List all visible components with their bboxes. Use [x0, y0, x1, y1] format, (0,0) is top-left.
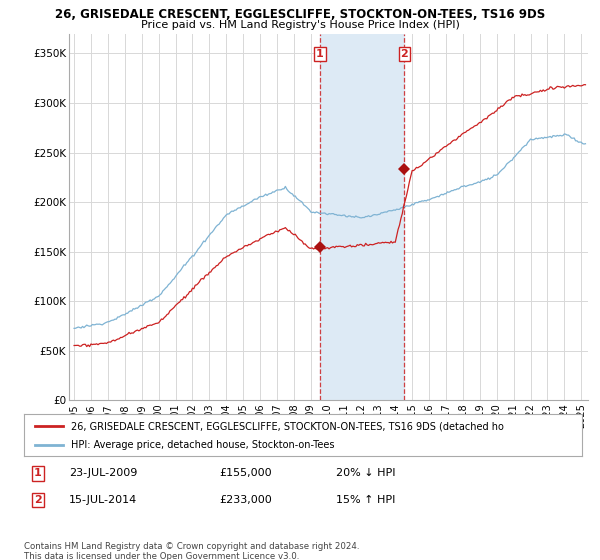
Text: 20% ↓ HPI: 20% ↓ HPI — [337, 468, 396, 478]
Text: £155,000: £155,000 — [220, 468, 272, 478]
Text: HPI: Average price, detached house, Stockton-on-Tees: HPI: Average price, detached house, Stoc… — [71, 440, 335, 450]
Text: 23-JUL-2009: 23-JUL-2009 — [68, 468, 137, 478]
Text: £233,000: £233,000 — [220, 495, 272, 505]
Bar — [320, 34, 404, 400]
Text: 2: 2 — [34, 495, 42, 505]
Text: 1: 1 — [34, 468, 42, 478]
Text: 15-JUL-2014: 15-JUL-2014 — [68, 495, 137, 505]
Text: 15% ↑ HPI: 15% ↑ HPI — [337, 495, 396, 505]
Text: 2: 2 — [401, 49, 408, 59]
Text: 26, GRISEDALE CRESCENT, EGGLESCLIFFE, STOCKTON-ON-TEES, TS16 9DS (detached ho: 26, GRISEDALE CRESCENT, EGGLESCLIFFE, ST… — [71, 421, 505, 431]
Text: 26, GRISEDALE CRESCENT, EGGLESCLIFFE, STOCKTON-ON-TEES, TS16 9DS: 26, GRISEDALE CRESCENT, EGGLESCLIFFE, ST… — [55, 8, 545, 21]
Text: This data is licensed under the Open Government Licence v3.0.: This data is licensed under the Open Gov… — [24, 552, 299, 560]
Text: Price paid vs. HM Land Registry's House Price Index (HPI): Price paid vs. HM Land Registry's House … — [140, 20, 460, 30]
Text: Contains HM Land Registry data © Crown copyright and database right 2024.: Contains HM Land Registry data © Crown c… — [24, 542, 359, 550]
Text: 1: 1 — [316, 49, 324, 59]
